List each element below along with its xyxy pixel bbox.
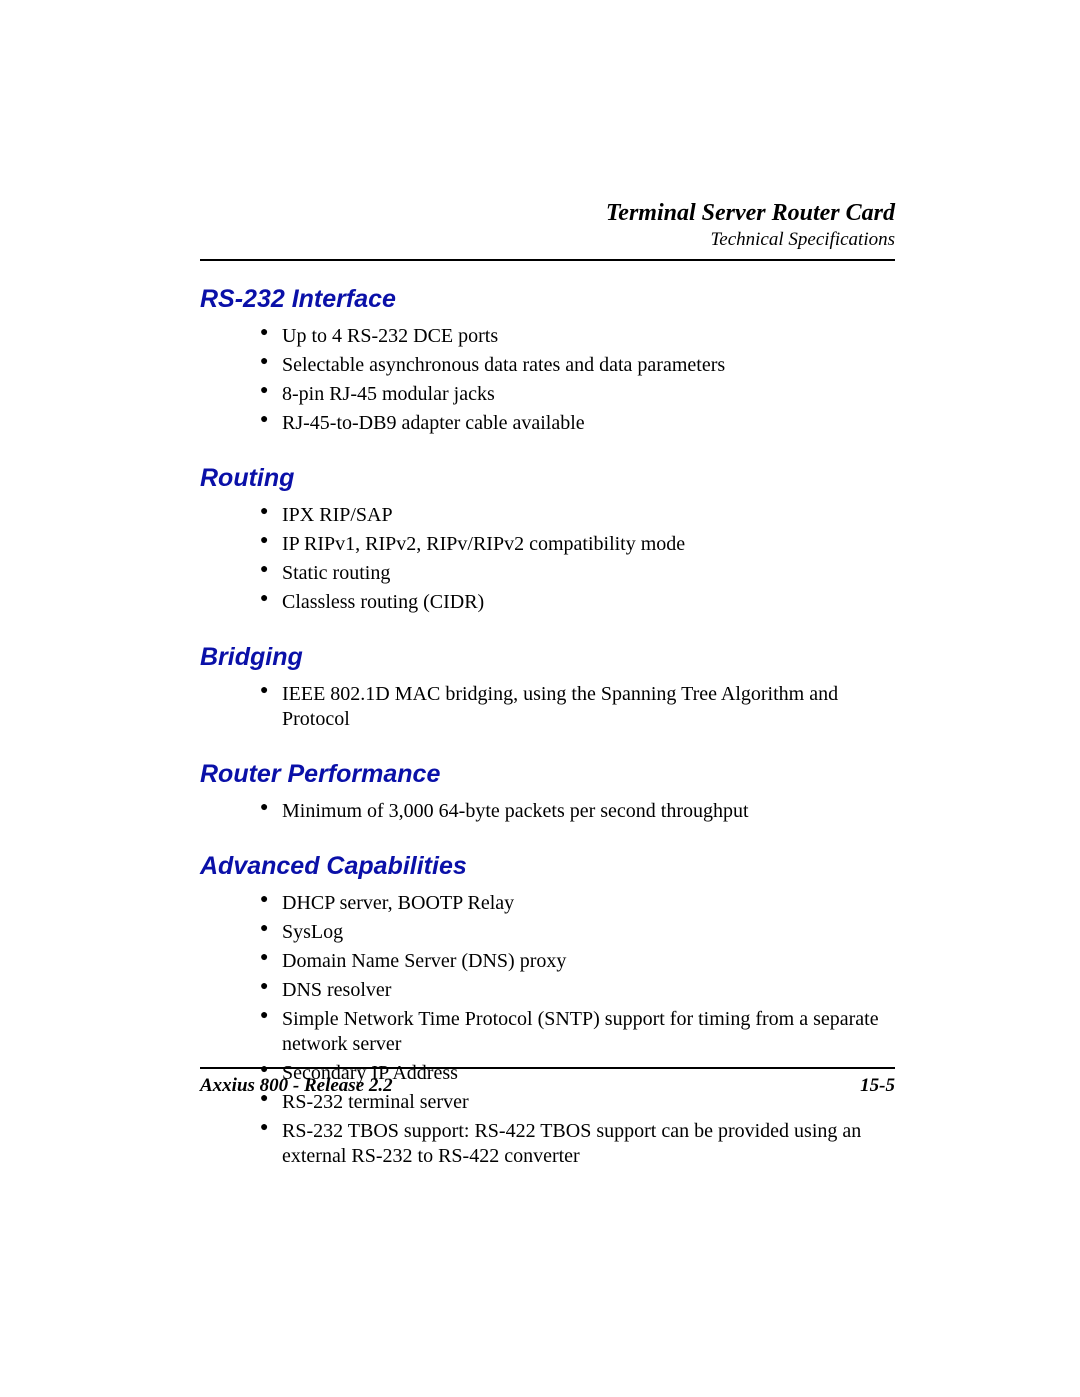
footer-row: Axxius 800 - Release 2.2 15-5 <box>200 1075 895 1097</box>
bullet-list-bridging: IEEE 802.1D MAC bridging, using the Span… <box>200 680 895 734</box>
list-item: DHCP server, BOOTP Relay <box>260 889 895 918</box>
list-item: Static routing <box>260 559 895 588</box>
bullet-list-advanced-capabilities: DHCP server, BOOTP Relay SysLog Domain N… <box>200 889 895 1171</box>
list-item: Classless routing (CIDR) <box>260 588 895 617</box>
footer-left: Axxius 800 - Release 2.2 <box>200 1075 393 1097</box>
section-heading-bridging: Bridging <box>200 643 895 672</box>
section-heading-router-performance: Router Performance <box>200 760 895 789</box>
list-item: SysLog <box>260 918 895 947</box>
list-item: IP RIPv1, RIPv2, RIPv/RIPv2 compatibilit… <box>260 530 895 559</box>
page: Terminal Server Router Card Technical Sp… <box>0 0 1080 1397</box>
header-subtitle: Technical Specifications <box>200 229 895 251</box>
list-item: DNS resolver <box>260 976 895 1005</box>
section-heading-advanced-capabilities: Advanced Capabilities <box>200 852 895 881</box>
list-item: RJ-45-to-DB9 adapter cable available <box>260 409 895 438</box>
list-item: Domain Name Server (DNS) proxy <box>260 947 895 976</box>
page-footer: Axxius 800 - Release 2.2 15-5 <box>200 1067 895 1097</box>
list-item: IEEE 802.1D MAC bridging, using the Span… <box>260 680 895 734</box>
header-title: Terminal Server Router Card <box>200 200 895 227</box>
list-item: 8-pin RJ-45 modular jacks <box>260 380 895 409</box>
header-rule <box>200 259 895 261</box>
bullet-list-rs232: Up to 4 RS-232 DCE ports Selectable asyn… <box>200 322 895 438</box>
footer-right: 15-5 <box>860 1075 895 1097</box>
bullet-list-router-performance: Minimum of 3,000 64-byte packets per sec… <box>200 797 895 826</box>
list-item: RS-232 TBOS support: RS-422 TBOS support… <box>260 1117 895 1171</box>
list-item: IPX RIP/SAP <box>260 501 895 530</box>
bullet-list-routing: IPX RIP/SAP IP RIPv1, RIPv2, RIPv/RIPv2 … <box>200 501 895 617</box>
list-item: Selectable asynchronous data rates and d… <box>260 351 895 380</box>
page-header: Terminal Server Router Card Technical Sp… <box>200 200 895 251</box>
list-item: Minimum of 3,000 64-byte packets per sec… <box>260 797 895 826</box>
list-item: Simple Network Time Protocol (SNTP) supp… <box>260 1005 895 1059</box>
section-heading-rs232: RS-232 Interface <box>200 285 895 314</box>
section-heading-routing: Routing <box>200 464 895 493</box>
footer-rule <box>200 1067 895 1069</box>
list-item: Up to 4 RS-232 DCE ports <box>260 322 895 351</box>
